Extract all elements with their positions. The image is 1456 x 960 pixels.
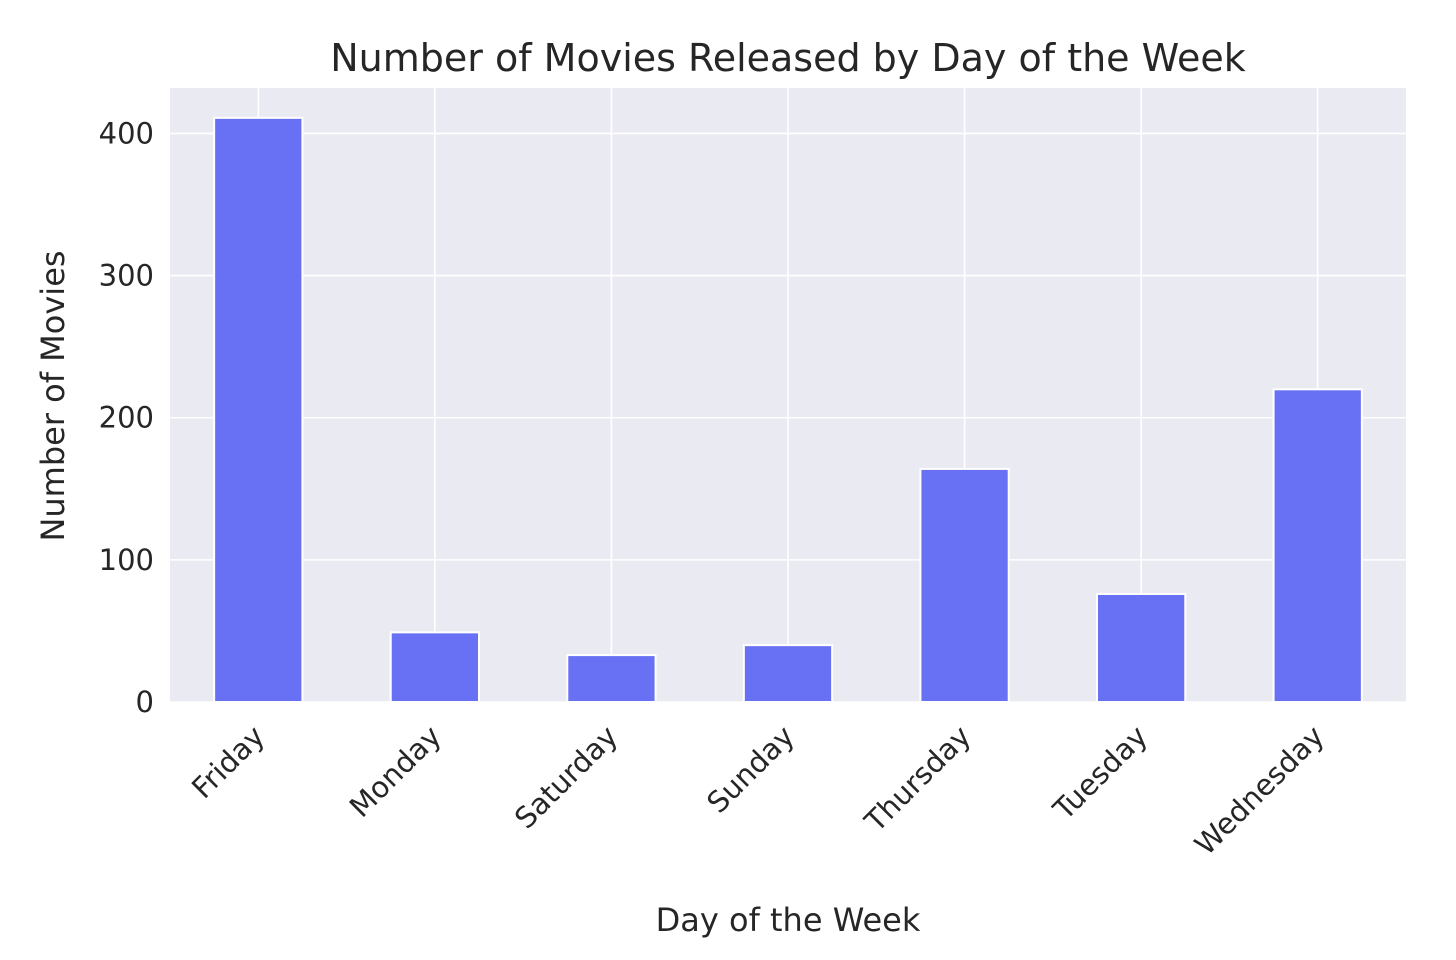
y-tick-label: 400	[99, 116, 154, 150]
bar-saturday	[566, 654, 657, 704]
bars	[213, 116, 1363, 704]
bar-monday	[389, 631, 481, 704]
bar-wednesday	[1272, 388, 1363, 703]
x-tick-label: Wednesday	[1188, 719, 1331, 862]
bar-thursday	[919, 467, 1010, 703]
x-tick-label: Monday	[343, 719, 448, 824]
x-axis-label: Day of the Week	[656, 901, 921, 939]
x-tick-label: Sunday	[700, 719, 801, 820]
y-tick-label: 0	[136, 685, 154, 719]
x-axis-ticks: Friday Monday Saturday Sunday Thursday Tuesda…	[185, 719, 1331, 862]
y-tick-label: 100	[99, 543, 154, 577]
y-tick-label: 200	[99, 401, 154, 435]
bar-sunday	[742, 644, 834, 703]
x-tick-label: Tuesday	[1046, 719, 1154, 827]
bar-tuesday	[1096, 592, 1187, 704]
bar-friday	[213, 116, 304, 703]
y-axis-ticks: 0 100 200 300 400	[99, 116, 154, 719]
x-tick-label: Saturday	[508, 719, 624, 835]
y-tick-label: 300	[99, 259, 154, 293]
x-tick-label: Thursday	[857, 719, 977, 839]
x-tick-label: Friday	[185, 719, 271, 805]
y-axis-label: Number of Movies	[34, 250, 72, 541]
chart-title: Number of Movies Released by Day of the …	[330, 36, 1246, 80]
